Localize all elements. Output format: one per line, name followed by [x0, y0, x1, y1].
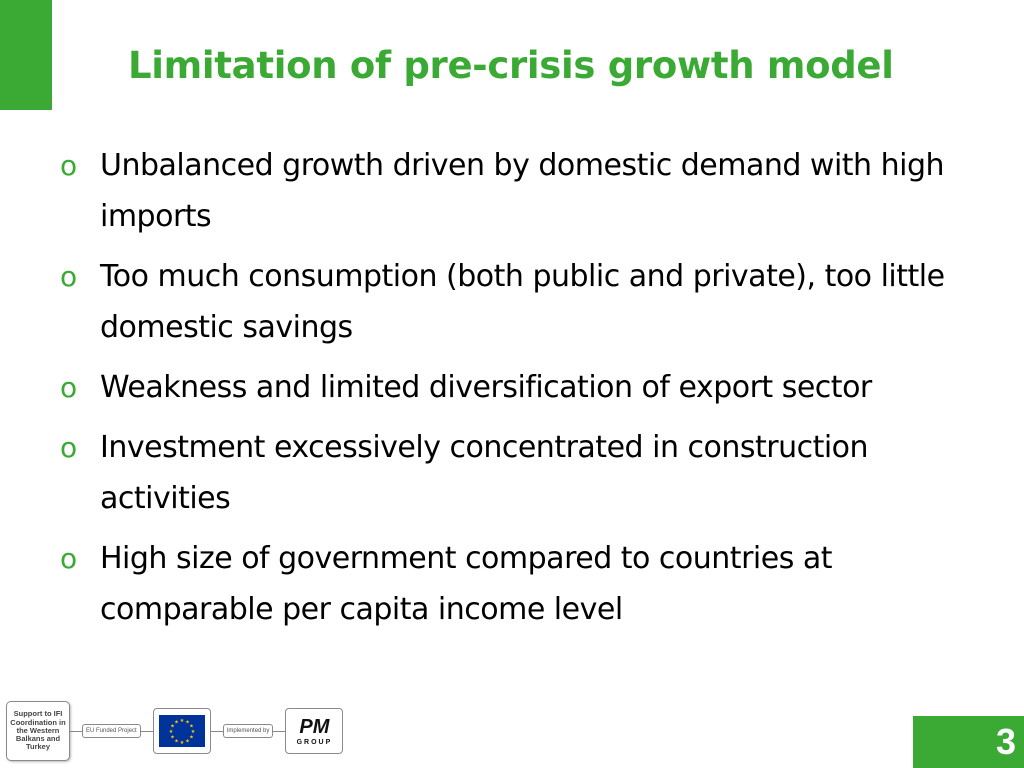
- connector-line: [140, 730, 153, 732]
- svg-text:★: ★: [189, 724, 194, 730]
- bullet-marker: o: [60, 431, 78, 464]
- bullet-text: Investment excessively concentrated in c…: [100, 430, 869, 516]
- pm-group-logo: PM GROUP: [285, 708, 344, 754]
- slide-title: Limitation of pre-crisis growth model: [128, 44, 894, 87]
- title-accent-bar: [0, 0, 52, 110]
- bullet-item: o Too much consumption (both public and …: [56, 251, 976, 353]
- pm-logo-word: GROUP: [296, 738, 333, 746]
- svg-text:★: ★: [179, 718, 184, 724]
- connector-line: [70, 730, 82, 732]
- footer-logo-strip: Support to IFI Coordination in the Weste…: [6, 698, 344, 764]
- bullet-list: o Unbalanced growth driven by domestic d…: [56, 140, 976, 644]
- page-number: 3: [913, 716, 1024, 768]
- bullet-marker: o: [60, 542, 78, 575]
- bullet-item: o Unbalanced growth driven by domestic d…: [56, 140, 976, 242]
- bullet-item: o High size of government compared to co…: [56, 533, 976, 635]
- ifi-project-label: Support to IFI Coordination in the Weste…: [10, 709, 66, 752]
- eu-flag-icon: ★ ★ ★ ★ ★ ★ ★ ★ ★ ★ ★ ★: [158, 715, 205, 747]
- bullet-text: High size of government compared to coun…: [100, 541, 833, 627]
- bullet-text: Weakness and limited diversification of …: [100, 370, 872, 405]
- svg-text:★: ★: [170, 735, 175, 741]
- svg-text:★: ★: [190, 729, 195, 735]
- bullet-text: Too much consumption (both public and pr…: [100, 259, 945, 345]
- bullet-item: o Weakness and limited diversification o…: [56, 362, 976, 413]
- bullet-marker: o: [60, 371, 78, 404]
- bullet-marker: o: [60, 260, 78, 293]
- implemented-by-label: Implemented by: [222, 724, 274, 738]
- bullet-text: Unbalanced growth driven by domestic dem…: [100, 148, 945, 234]
- pm-logo-mark: PM: [299, 715, 330, 738]
- svg-text:★: ★: [174, 739, 179, 745]
- bullet-marker: o: [60, 149, 78, 182]
- svg-text:★: ★: [189, 735, 194, 741]
- svg-text:★: ★: [185, 739, 190, 745]
- svg-text:★: ★: [185, 720, 190, 726]
- svg-text:★: ★: [170, 724, 175, 730]
- eu-funded-label: EU Funded Project: [82, 724, 141, 738]
- eu-flag-logo: ★ ★ ★ ★ ★ ★ ★ ★ ★ ★ ★ ★: [152, 708, 211, 754]
- connector-line: [273, 730, 286, 732]
- connector-line: [210, 730, 223, 732]
- ifi-project-logo: Support to IFI Coordination in the Weste…: [6, 701, 70, 761]
- bullet-item: o Investment excessively concentrated in…: [56, 422, 976, 524]
- svg-text:★: ★: [179, 740, 184, 746]
- svg-text:★: ★: [174, 720, 179, 726]
- svg-text:★: ★: [168, 729, 173, 735]
